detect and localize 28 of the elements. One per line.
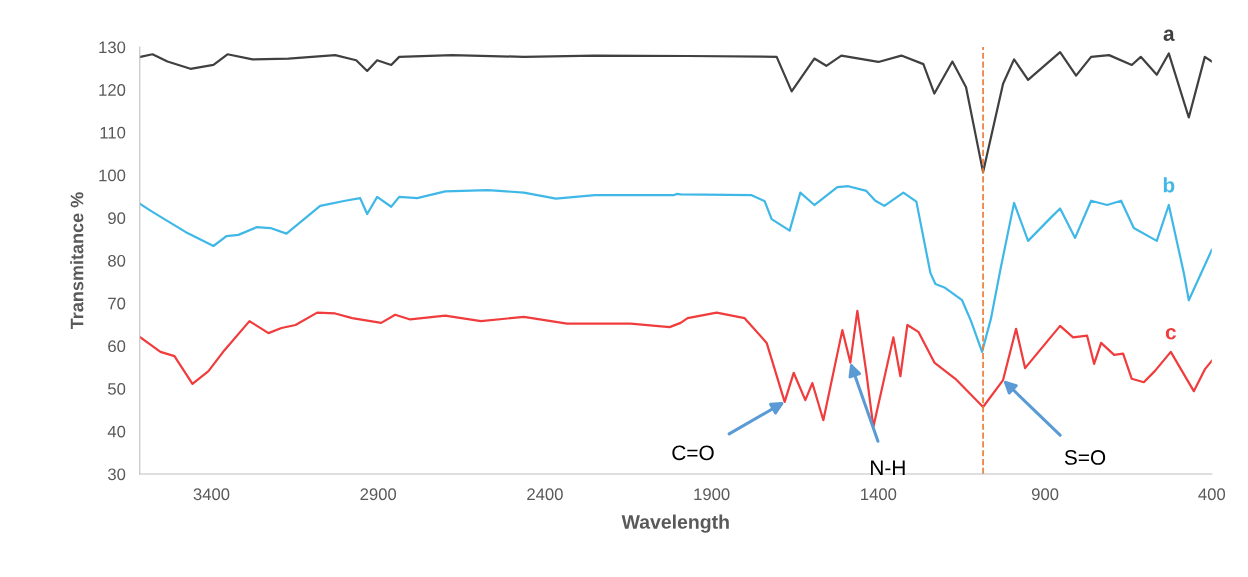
y-tick-label: 120 [99, 84, 126, 96]
annotation: C=O [672, 445, 714, 461]
x-tick-label: 1400 [861, 488, 897, 501]
y-tick-label: 100 [99, 169, 126, 182]
y-tick-label: 60 [108, 340, 126, 353]
y-tick-label: 40 [107, 425, 126, 438]
annotation: N-H [871, 460, 905, 475]
y-tick-label: 70 [108, 297, 126, 310]
x-tick-label: 2400 [527, 488, 563, 501]
x-tick-label: 1900 [694, 488, 730, 501]
y-tick-label: 50 [108, 383, 126, 395]
series-label: a [1163, 29, 1175, 41]
series-label: b [1163, 177, 1175, 193]
x-tick-label: 400 [1198, 488, 1226, 501]
y-tick-label: 110 [100, 126, 126, 139]
x-tick-label: 2900 [360, 488, 397, 501]
y-tick-label: 80 [108, 254, 126, 267]
x-tick-label: 900 [1031, 488, 1059, 501]
x-tick-label: 3400 [193, 488, 230, 501]
line-series [139, 309, 1212, 429]
y-axis-title: Transmitance % [70, 192, 84, 330]
series-label: c [1165, 328, 1176, 340]
y-tick-label: 30 [107, 468, 126, 481]
y-tick-label: 90 [108, 212, 126, 225]
annotation: S=O [1064, 450, 1106, 465]
x-axis-title: Wavelength [621, 514, 729, 533]
y-tick-label: 130 [99, 41, 126, 54]
line-series [139, 51, 1212, 174]
